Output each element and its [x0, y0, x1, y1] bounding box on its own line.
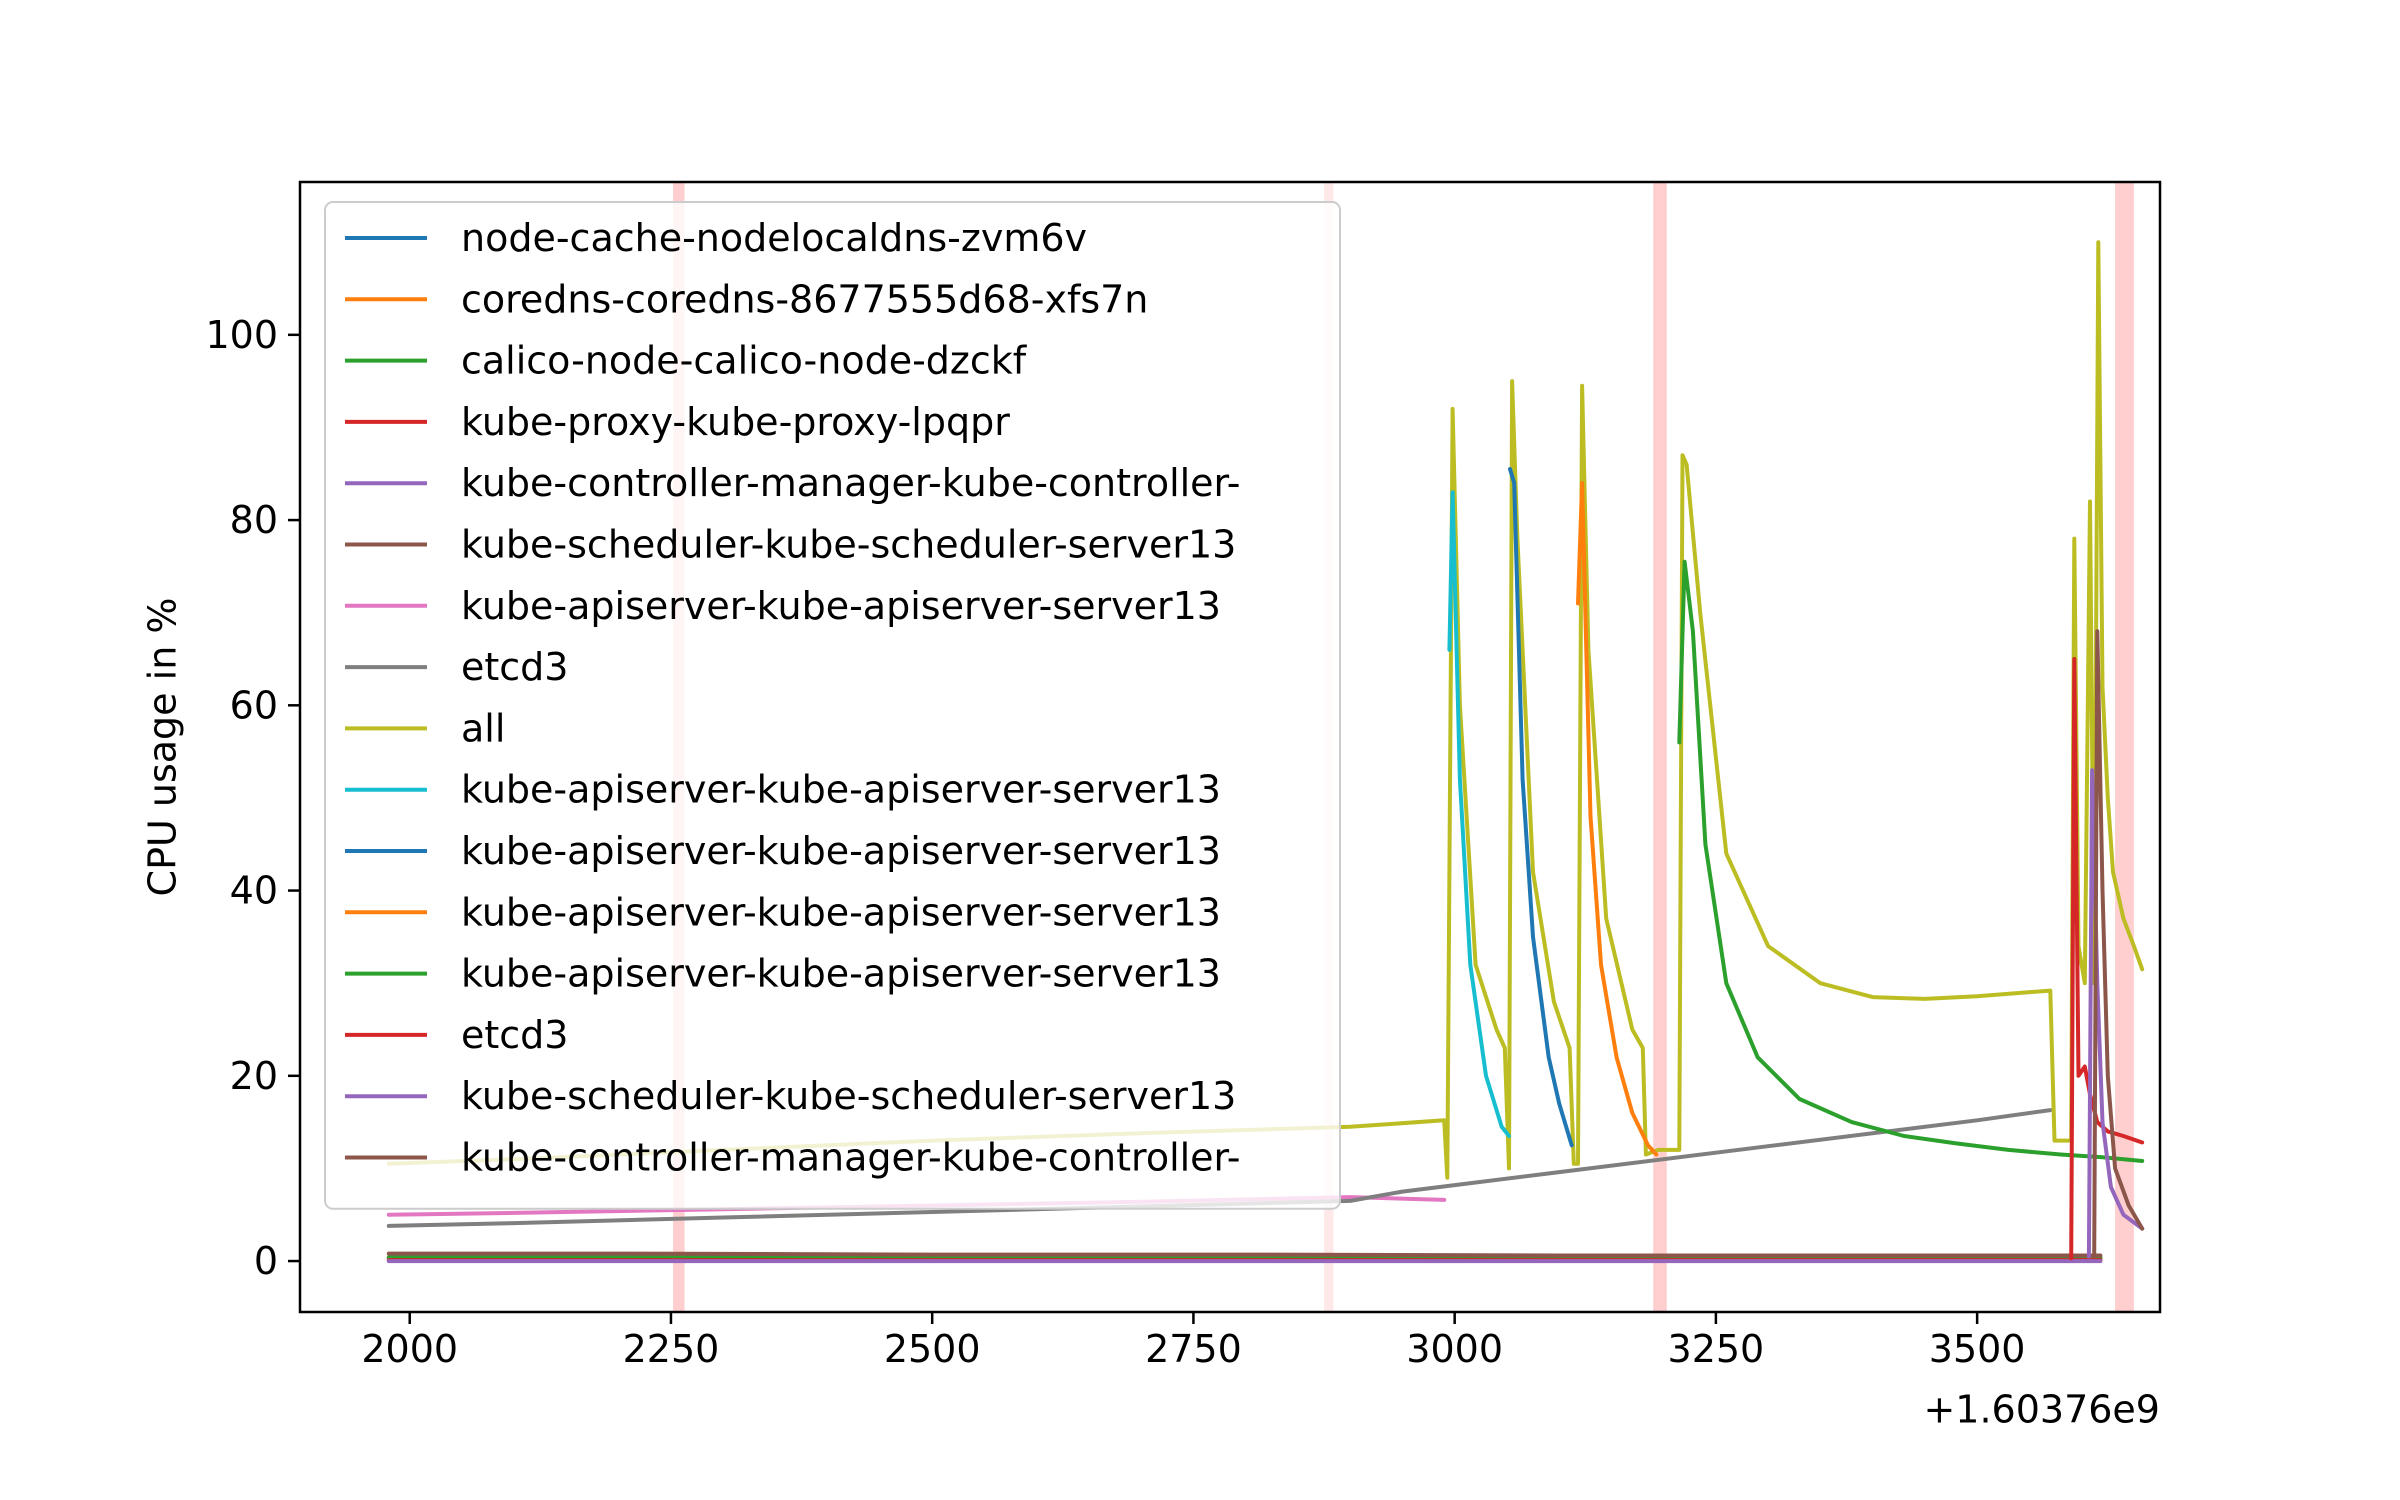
x-tick-label-1: 2250	[623, 1327, 720, 1371]
legend-label-8: all	[461, 706, 505, 750]
series-line-12	[1677, 559, 2145, 1163]
y-tick-label-4: 80	[230, 498, 278, 542]
legend: node-cache-nodelocaldns-zvm6v coredns-cor…	[324, 201, 1341, 1210]
legend-label-6: kube-apiserver-kube-apiserver-server13	[461, 584, 1221, 628]
series-line-11	[1576, 481, 1659, 1157]
series-line-5	[386, 1251, 2103, 1258]
highlight-band-3	[2115, 182, 2134, 1312]
y-tick-label-1: 20	[230, 1054, 278, 1098]
y-tick-label-3: 60	[230, 683, 278, 727]
y-axis-label: CPU usage in %	[141, 598, 185, 897]
legend-label-1: coredns-coredns-8677555d68-xfs7n	[461, 277, 1148, 321]
legend-label-13: etcd3	[461, 1013, 568, 1057]
legend-label-3: kube-proxy-kube-proxy-lpqpr	[461, 400, 1010, 444]
legend-label-15: kube-controller-manager-kube-controller-	[461, 1136, 1240, 1180]
x-tick-label-6: 3500	[1929, 1327, 2026, 1371]
y-tick-label-2: 40	[230, 869, 278, 913]
series-line-7	[386, 1108, 2053, 1228]
legend-label-11: kube-apiserver-kube-apiserver-server13	[461, 890, 1221, 934]
legend-label-4: kube-controller-manager-kube-controller-	[461, 461, 1240, 505]
x-axis-offset-label: +1.60376e9	[1923, 1388, 2160, 1432]
legend-box	[324, 201, 1341, 1210]
legend-label-10: kube-apiserver-kube-apiserver-server13	[461, 829, 1221, 873]
x-tick-label-2: 2500	[884, 1327, 981, 1371]
y-tick-label-5: 100	[205, 313, 278, 357]
series-line-10	[1508, 467, 1574, 1148]
series-line-9	[1447, 490, 1511, 1138]
series-line-15	[2092, 629, 2145, 1259]
x-tick-label-3: 2750	[1145, 1327, 1242, 1371]
x-axis-ticks: 2000 2250 2500 2750 3000 3250 3500	[361, 1312, 2025, 1371]
legend-label-2: calico-node-calico-node-dzckf	[461, 339, 1028, 383]
legend-label-5: kube-scheduler-kube-scheduler-server13	[461, 523, 1236, 567]
legend-label-12: kube-apiserver-kube-apiserver-server13	[461, 952, 1221, 996]
legend-label-14: kube-scheduler-kube-scheduler-server13	[461, 1074, 1236, 1118]
legend-label-0: node-cache-nodelocaldns-zvm6v	[461, 216, 1087, 260]
x-tick-label-0: 2000	[361, 1327, 458, 1371]
y-axis-ticks: 0 20 40 60 80 100	[205, 313, 300, 1283]
legend-label-7: etcd3	[461, 645, 568, 689]
y-tick-label-0: 0	[254, 1239, 278, 1283]
highlight-band-2	[1653, 182, 1667, 1312]
legend-label-9: kube-apiserver-kube-apiserver-server13	[461, 768, 1221, 812]
x-tick-label-4: 3000	[1406, 1327, 1503, 1371]
plot-frame	[298, 180, 2162, 1314]
series-line-14	[2086, 768, 2145, 1259]
x-tick-label-5: 3250	[1668, 1327, 1765, 1371]
